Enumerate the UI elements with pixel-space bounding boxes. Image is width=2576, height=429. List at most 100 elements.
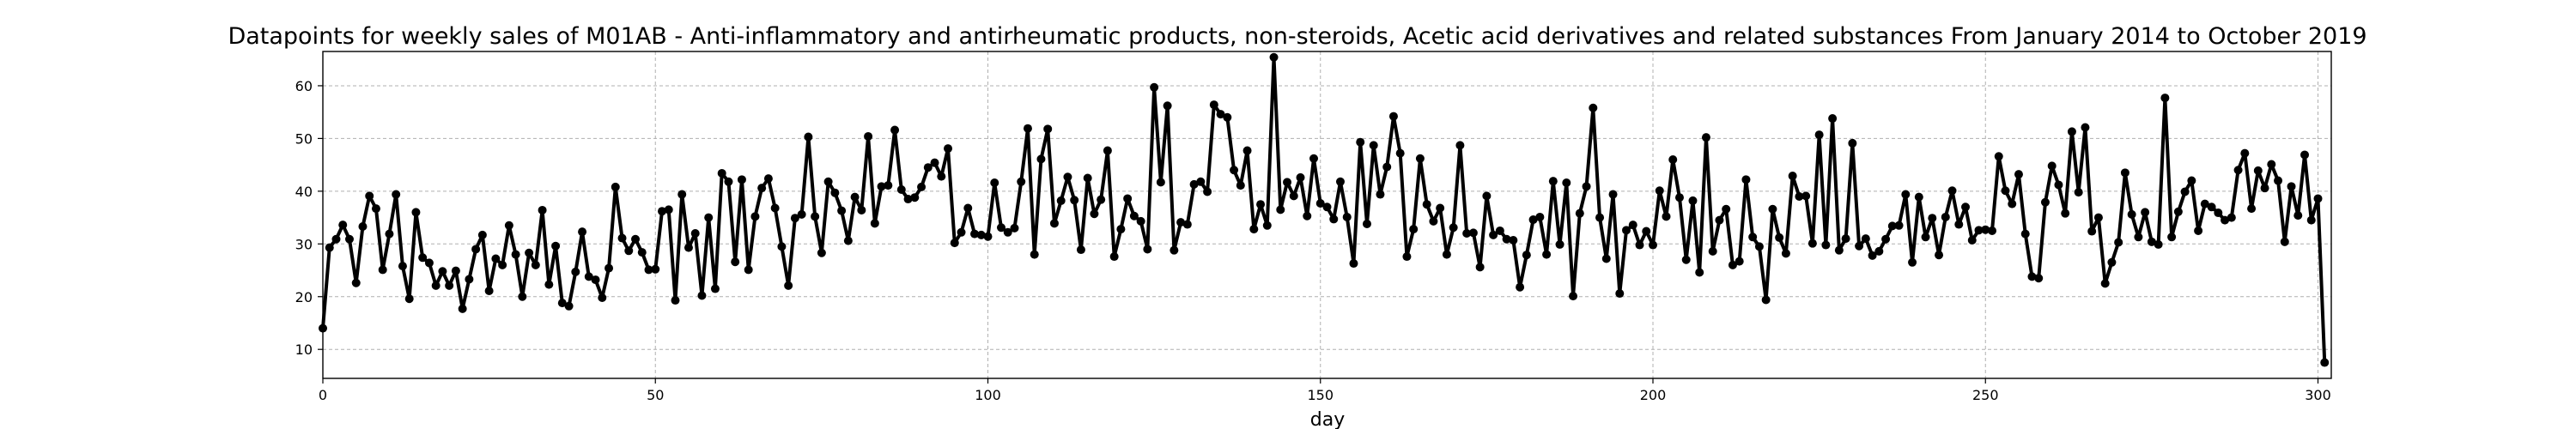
data-point: [2093, 213, 2103, 222]
data-point: [2287, 182, 2296, 191]
data-point: [2100, 279, 2110, 288]
data-point: [1674, 193, 1684, 202]
data-point: [1170, 245, 1179, 255]
data-point: [1156, 178, 1165, 187]
data-point: [1395, 148, 1405, 158]
x-tick-label: 50: [647, 387, 664, 403]
data-point: [1788, 172, 1797, 181]
data-point: [1595, 213, 1605, 222]
data-point: [944, 144, 953, 154]
data-point: [937, 172, 946, 181]
data-point: [418, 253, 428, 263]
data-point: [1116, 225, 1126, 234]
data-point: [2247, 204, 2257, 214]
data-point: [671, 296, 680, 305]
data-point: [737, 175, 746, 184]
x-tick-label: 100: [975, 387, 1001, 403]
data-point: [1768, 204, 1777, 214]
data-point: [1901, 190, 1911, 199]
data-point: [1988, 226, 1996, 235]
data-point: [1575, 208, 1584, 218]
data-point: [392, 190, 401, 199]
data-point: [976, 230, 986, 239]
data-point: [1569, 292, 1578, 301]
data-point: [1415, 154, 1425, 163]
data-point: [1628, 221, 1637, 230]
data-point: [790, 214, 799, 223]
data-point: [2008, 199, 2017, 208]
data-point: [2014, 170, 2023, 179]
data-point: [1129, 211, 1139, 221]
data-point: [930, 158, 939, 167]
data-point: [2047, 161, 2057, 171]
data-point: [578, 227, 587, 237]
data-point: [504, 221, 513, 230]
data-point: [631, 234, 641, 244]
data-point: [1369, 141, 1378, 150]
data-point: [757, 184, 767, 193]
data-point: [325, 243, 334, 252]
data-point: [331, 234, 341, 244]
data-point: [1163, 101, 1172, 111]
data-point: [2107, 257, 2117, 267]
data-point: [1309, 154, 1319, 163]
data-point: [1516, 282, 1525, 292]
data-point: [2267, 160, 2276, 169]
data-point: [1775, 233, 1784, 242]
data-point: [1801, 191, 1811, 201]
data-point: [1967, 236, 1977, 245]
data-point: [864, 131, 873, 141]
data-point: [1475, 263, 1485, 272]
data-point: [903, 195, 913, 204]
data-point: [1509, 236, 1518, 245]
data-point: [2280, 237, 2289, 246]
data-point: [1662, 212, 1671, 221]
data-point: [1436, 203, 1445, 213]
y-tick-label: 10: [295, 341, 313, 358]
data-point: [338, 221, 348, 230]
data-point: [385, 229, 394, 239]
data-point: [1123, 194, 1133, 203]
data-point: [2167, 233, 2177, 242]
data-point: [2034, 274, 2044, 283]
data-point: [1562, 178, 1571, 188]
data-point: [1914, 192, 1923, 202]
data-point: [2154, 239, 2163, 249]
data-point: [1303, 211, 1312, 221]
data-point: [1874, 246, 1884, 256]
data-point: [1315, 198, 1325, 208]
data-point: [1176, 218, 1186, 227]
data-point: [498, 260, 507, 269]
data-point: [584, 272, 593, 281]
data-point: [1535, 212, 1545, 221]
data-point: [1322, 202, 1332, 212]
data-point: [970, 229, 980, 239]
data-point: [857, 205, 866, 214]
data-point: [611, 182, 620, 191]
data-point: [1861, 234, 1870, 244]
data-point: [1649, 240, 1658, 250]
data-point: [811, 212, 820, 221]
data-point: [763, 174, 773, 184]
data-point: [2027, 272, 2037, 281]
data-point: [1049, 219, 1059, 228]
data-point: [1748, 233, 1758, 242]
data-point: [1795, 191, 1804, 201]
data-point: [378, 265, 387, 275]
data-point: [351, 278, 361, 287]
y-tick-label: 50: [295, 130, 313, 147]
data-point: [1023, 124, 1032, 133]
data-point: [1056, 196, 1066, 205]
data-point: [2233, 166, 2243, 175]
data-point: [637, 248, 647, 257]
data-point: [963, 203, 973, 213]
data-point: [2120, 168, 2129, 178]
data-point: [1429, 216, 1438, 226]
data-point: [557, 299, 567, 308]
data-point: [1974, 226, 1984, 235]
data-point: [477, 230, 487, 239]
data-point: [896, 185, 906, 194]
data-point: [605, 263, 614, 273]
data-point: [983, 232, 993, 241]
data-point: [1754, 242, 1764, 251]
